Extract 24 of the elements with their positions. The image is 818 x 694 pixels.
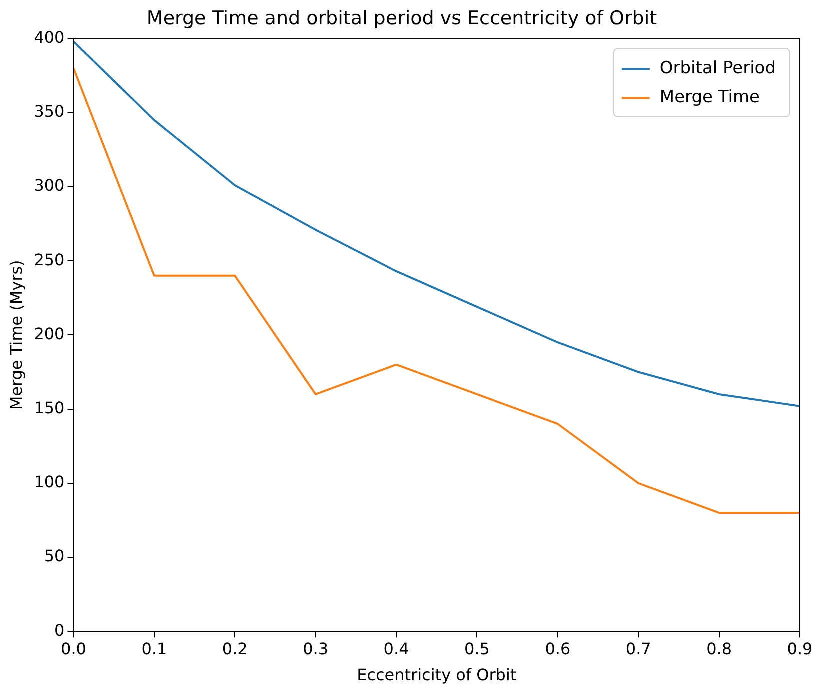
- x-tick-label: 0.2: [222, 639, 248, 658]
- legend-label: Merge Time: [660, 88, 760, 108]
- x-tick-label: 0.6: [545, 639, 571, 658]
- x-tick-label: 0.1: [142, 639, 168, 658]
- x-tick-label: 0.5: [464, 639, 490, 658]
- y-tick-label: 150: [34, 398, 65, 418]
- x-tick-label: 0.9: [787, 639, 813, 658]
- y-tick-label: 200: [34, 324, 65, 344]
- legend-label: Orbital Period: [660, 58, 776, 79]
- x-tick-label: 0.3: [303, 639, 329, 658]
- y-tick-label: 400: [34, 28, 65, 47]
- y-axis-title: Merge Time (Myrs): [6, 260, 26, 410]
- x-tick-label: 0.0: [61, 639, 86, 658]
- y-tick-label: 0: [54, 620, 65, 640]
- y-tick-label: 250: [34, 250, 65, 270]
- x-tick-label: 0.7: [626, 639, 652, 658]
- y-tick-label: 50: [44, 546, 65, 566]
- chart-title: Merge Time and orbital period vs Eccentricity of Orbit: [146, 7, 658, 30]
- x-axis-title: Eccentricity of Orbit: [357, 666, 517, 685]
- y-tick-label: 350: [34, 102, 65, 122]
- y-tick-label: 300: [34, 176, 65, 196]
- x-tick-label: 0.4: [384, 639, 410, 658]
- x-tick-label: 0.8: [706, 639, 732, 658]
- y-tick-label: 100: [34, 472, 65, 492]
